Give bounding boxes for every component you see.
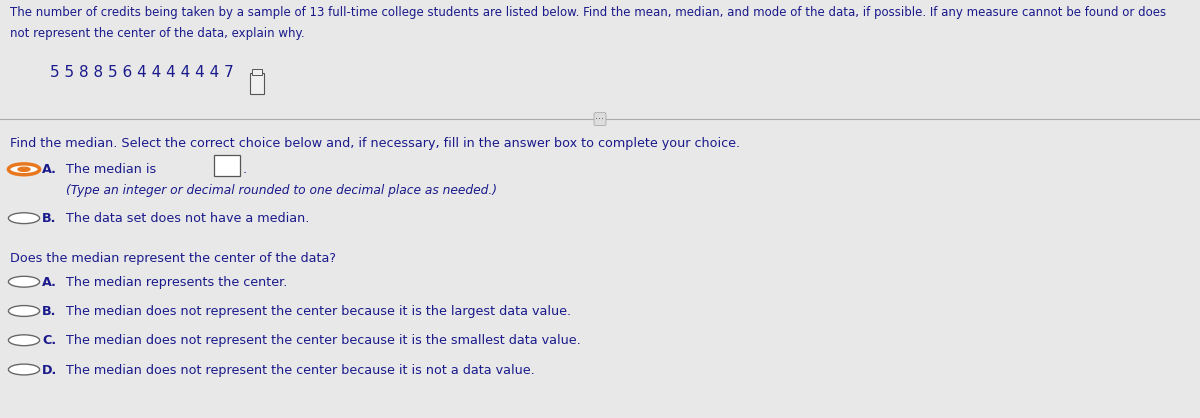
Text: .: . [242,163,246,176]
Text: (Type an integer or decimal rounded to one decimal place as needed.): (Type an integer or decimal rounded to o… [66,184,497,197]
Circle shape [8,276,40,287]
Text: B.: B. [42,212,56,225]
Circle shape [8,335,40,346]
Text: Does the median represent the center of the data?: Does the median represent the center of … [10,252,336,265]
Text: not represent the center of the data, explain why.: not represent the center of the data, ex… [10,27,305,40]
Text: The median is: The median is [66,163,156,176]
Text: The median does not represent the center because it is the smallest data value.: The median does not represent the center… [66,334,581,347]
Circle shape [8,164,40,175]
Text: Find the median. Select the correct choice below and, if necessary, fill in the : Find the median. Select the correct choi… [10,137,739,150]
FancyBboxPatch shape [252,69,262,75]
Circle shape [18,167,30,171]
Text: C.: C. [42,334,56,347]
Circle shape [8,306,40,316]
Text: The number of credits being taken by a sample of 13 full-time college students a: The number of credits being taken by a s… [10,6,1165,19]
Circle shape [8,364,40,375]
Text: ···: ··· [595,114,605,124]
Text: A.: A. [42,276,56,289]
Text: The median does not represent the center because it is not a data value.: The median does not represent the center… [66,364,535,377]
Text: The data set does not have a median.: The data set does not have a median. [66,212,310,225]
Text: D.: D. [42,364,58,377]
FancyBboxPatch shape [250,73,264,94]
Text: The median does not represent the center because it is the largest data value.: The median does not represent the center… [66,305,571,318]
Text: B.: B. [42,305,56,318]
Text: 5 5 8 8 5 6 4 4 4 4 4 4 7: 5 5 8 8 5 6 4 4 4 4 4 4 7 [50,65,234,80]
Circle shape [8,213,40,224]
Text: The median represents the center.: The median represents the center. [66,276,287,289]
Bar [214,155,240,176]
Text: A.: A. [42,163,56,176]
